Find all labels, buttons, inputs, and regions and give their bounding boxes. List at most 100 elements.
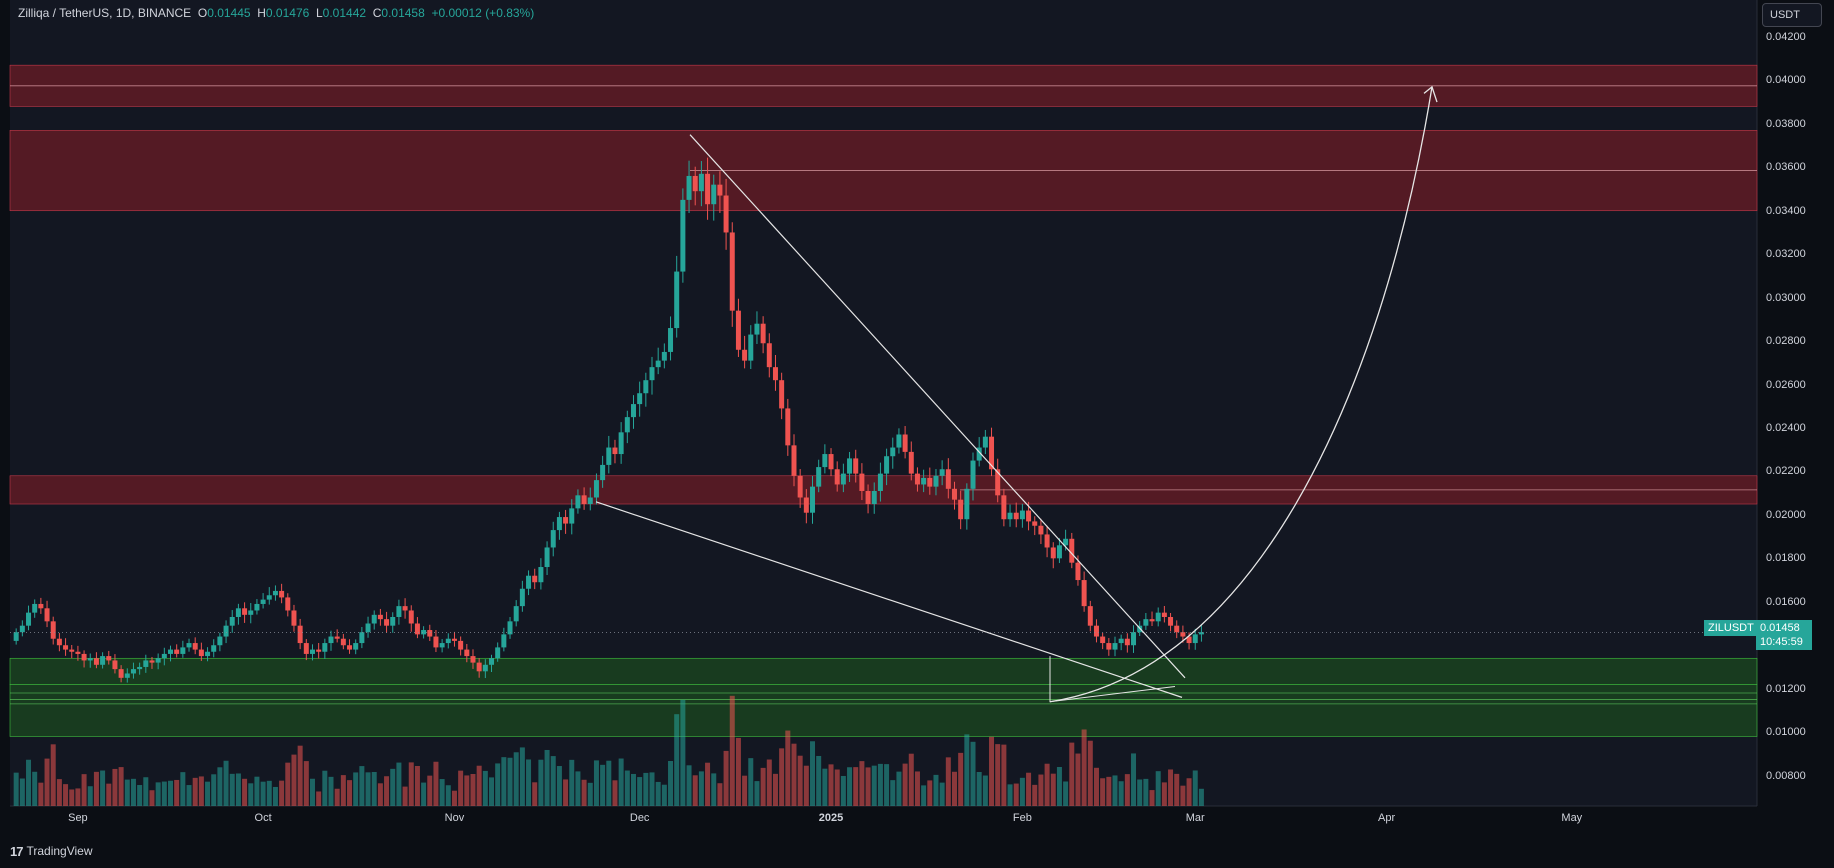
candle-body — [1174, 625, 1180, 633]
candle-body — [816, 467, 822, 487]
volume-bar — [680, 699, 686, 806]
volume-bar — [556, 766, 562, 806]
volume-bar — [266, 780, 272, 806]
candle-body — [853, 458, 859, 474]
volume-bar — [229, 773, 235, 806]
volume-bar — [803, 765, 809, 806]
volume-bar — [742, 775, 748, 806]
candle-body — [692, 175, 698, 192]
candle-body — [464, 649, 470, 657]
volume-bar — [495, 763, 501, 806]
volume-bar — [106, 783, 112, 806]
candle-body — [396, 606, 402, 617]
candle-body — [970, 460, 976, 489]
candle-body — [847, 458, 853, 474]
candle-body — [1007, 512, 1013, 520]
volume-bar — [760, 767, 766, 806]
volume-bar — [279, 780, 285, 806]
volume-bar — [606, 760, 612, 806]
time-tick-label: May — [1561, 812, 1583, 824]
currency-button[interactable]: USDT — [1762, 3, 1822, 27]
brand-name: TradingView — [26, 844, 93, 858]
volume-bar — [180, 772, 186, 806]
volume-bar — [235, 773, 241, 806]
volume-bar — [359, 766, 365, 806]
volume-bar — [1007, 784, 1013, 806]
candle-body — [223, 625, 229, 637]
candle-body — [569, 508, 575, 524]
price-tick-label: 0.02400 — [1766, 421, 1806, 434]
candle-body — [982, 436, 988, 448]
volume-bar — [297, 745, 303, 806]
open-value: 0.01445 — [207, 6, 251, 20]
open-label: O — [197, 6, 208, 20]
volume-bar — [902, 763, 908, 806]
candle-body — [433, 636, 439, 648]
tradingview-logo-link[interactable]: 17 TradingView — [10, 842, 93, 860]
volume-bar — [717, 783, 723, 806]
candle-body — [365, 623, 371, 633]
volume-bar — [692, 775, 698, 806]
volume-bar — [544, 749, 550, 806]
candle-body — [606, 447, 612, 465]
candle-body — [451, 638, 457, 641]
volume-bar — [779, 748, 785, 806]
candle-body — [489, 658, 495, 665]
volume-bar — [865, 767, 871, 806]
price-tick-label: 0.03000 — [1766, 291, 1806, 304]
volume-bar — [600, 764, 606, 806]
volume-bar — [174, 779, 180, 806]
candle-body — [1026, 510, 1032, 522]
volume-bar — [81, 774, 87, 806]
candle-body — [427, 630, 433, 637]
ohlc-legend: Zilliqa / TetherUS, 1D, BINANCE O0.01445… — [18, 6, 534, 20]
candle-body — [1081, 580, 1087, 607]
candle-body — [544, 547, 550, 568]
candle-body — [155, 658, 161, 663]
volume-bar — [309, 778, 315, 806]
volume-bar — [1161, 782, 1167, 806]
candle-body — [371, 614, 377, 624]
volume-bar — [87, 786, 93, 806]
price-tick-label: 0.03800 — [1766, 117, 1806, 130]
candle-body — [951, 488, 957, 500]
candle-body — [1063, 538, 1069, 546]
volume-bar — [674, 714, 680, 806]
volume-bar — [958, 752, 964, 806]
candle-body — [526, 575, 532, 589]
price-tick-label: 0.02800 — [1766, 335, 1806, 348]
time-tick-label: Mar — [1185, 812, 1205, 824]
volume-bar — [945, 757, 951, 806]
volume-bar — [1155, 771, 1161, 806]
volume-bar — [532, 782, 538, 806]
volume-bar — [581, 779, 587, 806]
volume-bar — [161, 781, 167, 806]
candle-body — [612, 447, 618, 455]
candle-body — [1093, 625, 1099, 637]
candle-body — [353, 643, 359, 650]
volume-bar — [1149, 790, 1155, 806]
candle-body — [1186, 636, 1192, 644]
volume-bar — [93, 771, 99, 806]
candle-body — [81, 653, 87, 661]
candle-body — [186, 643, 192, 648]
candle-body — [87, 658, 93, 661]
candle-body — [235, 608, 241, 617]
volume-bar — [748, 758, 754, 806]
tradingview-logo-icon: 17 — [10, 843, 24, 859]
candle-body — [976, 447, 982, 461]
volume-bar — [1143, 778, 1149, 806]
candle-body — [933, 475, 939, 487]
time-tick-label: Nov — [444, 812, 465, 824]
candle-body — [1100, 636, 1106, 644]
candle-body — [927, 477, 933, 487]
volume-bar — [791, 743, 797, 806]
volume-bar — [526, 759, 532, 806]
volume-bar — [186, 785, 192, 806]
candle-body — [1143, 619, 1149, 626]
candle-body — [532, 575, 538, 583]
volume-bar — [1131, 753, 1137, 806]
volume-bar — [143, 777, 149, 806]
volume-bar — [1081, 729, 1087, 806]
